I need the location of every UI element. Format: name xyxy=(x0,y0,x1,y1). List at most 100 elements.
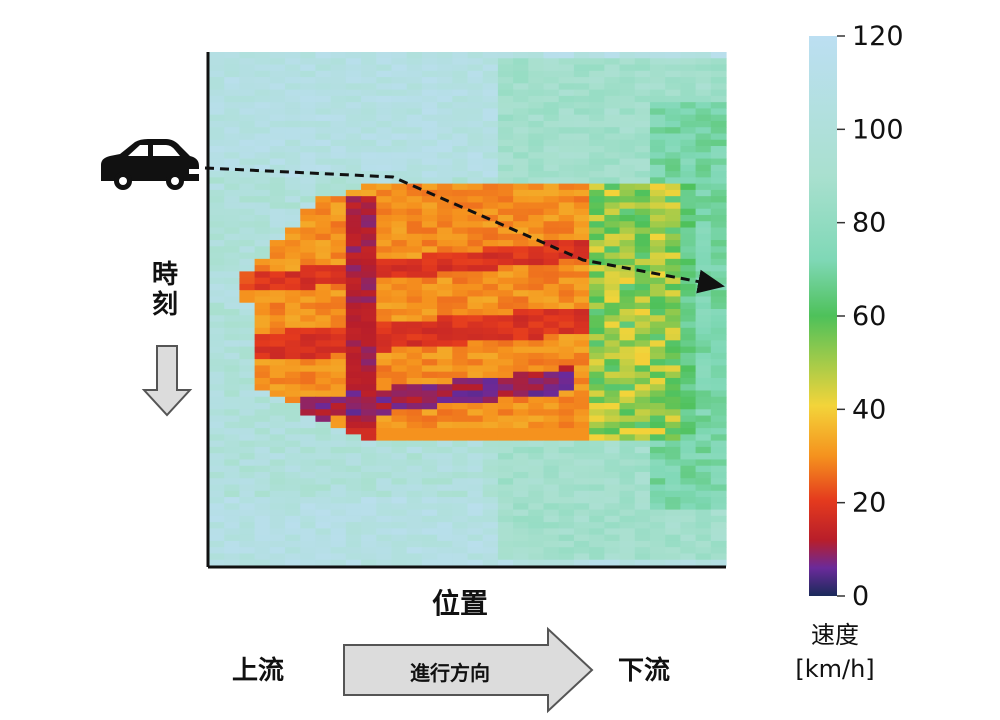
heatmap-cell xyxy=(254,377,271,385)
heatmap-cell xyxy=(452,290,469,298)
heatmap-cell xyxy=(573,183,590,191)
heatmap-cell xyxy=(710,139,727,147)
heatmap-cell xyxy=(649,515,666,523)
heatmap-cell xyxy=(573,497,590,504)
heatmap-cell xyxy=(497,283,514,291)
heatmap-cell xyxy=(589,196,605,204)
heatmap-cell xyxy=(285,258,301,266)
heatmap-cell xyxy=(406,471,423,479)
heatmap-cell xyxy=(604,459,621,467)
heatmap-cell xyxy=(421,490,438,498)
heatmap-cell xyxy=(604,202,621,210)
heatmap-cell xyxy=(513,371,529,379)
heatmap-cell xyxy=(406,146,423,153)
heatmap-cell xyxy=(680,133,697,141)
heatmap-cell xyxy=(497,371,514,379)
heatmap-cell xyxy=(649,252,666,260)
heatmap-cell xyxy=(406,522,423,529)
heatmap-cell xyxy=(604,227,621,235)
heatmap-cell xyxy=(513,240,529,247)
heatmap-cell xyxy=(209,390,225,398)
heatmap-cell xyxy=(528,321,545,329)
heatmap-cell xyxy=(589,327,605,335)
heatmap-cell xyxy=(254,83,271,91)
heatmap-cell xyxy=(482,227,499,235)
heatmap-cell xyxy=(665,471,681,479)
heatmap-cell xyxy=(558,415,575,423)
heatmap-cell xyxy=(528,296,545,304)
heatmap-cell xyxy=(406,227,423,235)
heatmap-cell xyxy=(452,340,469,348)
heatmap-cell xyxy=(224,246,241,254)
heatmap-cell xyxy=(634,509,651,517)
heatmap-cell xyxy=(254,196,271,204)
heatmap-cell xyxy=(680,77,697,84)
heatmap-cell xyxy=(619,534,636,542)
heatmap-cell xyxy=(467,108,484,116)
heatmap-cell xyxy=(437,522,453,529)
heatmap-cell xyxy=(467,497,484,504)
heatmap-cell xyxy=(269,321,286,329)
heatmap-cell xyxy=(406,158,423,166)
heatmap-cell xyxy=(254,365,271,373)
heatmap-cell xyxy=(513,214,529,222)
heatmap-cell xyxy=(528,540,545,548)
heatmap-cell xyxy=(421,497,438,504)
heatmap-cell xyxy=(421,277,438,285)
heatmap-cell xyxy=(361,252,377,260)
heatmap-cell xyxy=(710,484,727,492)
heatmap-cell xyxy=(467,484,484,492)
heatmap-cell xyxy=(345,396,362,404)
heatmap-cell xyxy=(467,58,484,66)
heatmap-cell xyxy=(710,252,727,260)
heatmap-cell xyxy=(695,434,712,442)
heatmap-cell xyxy=(497,352,514,360)
heatmap-cell xyxy=(680,120,697,128)
heatmap-cell xyxy=(695,465,712,473)
heatmap-cell xyxy=(573,334,590,341)
heatmap-cell xyxy=(710,133,727,141)
heatmap-cell xyxy=(391,446,408,454)
heatmap-cell xyxy=(649,359,666,367)
heatmap-cell xyxy=(710,64,727,72)
heatmap-cell xyxy=(573,83,590,91)
heatmap-cell xyxy=(376,396,393,404)
heatmap-cell xyxy=(467,114,484,122)
heatmap-cell xyxy=(619,465,636,473)
heatmap-cell xyxy=(710,440,727,448)
heatmap-cell xyxy=(558,265,575,272)
heatmap-cell xyxy=(528,146,545,153)
heatmap-cell xyxy=(573,484,590,492)
heatmap-cell xyxy=(330,102,347,110)
heatmap-cell xyxy=(589,114,605,122)
heatmap-cell xyxy=(528,108,545,116)
heatmap-cell xyxy=(695,77,712,84)
heatmap-cell xyxy=(665,114,681,122)
heatmap-cell xyxy=(695,177,712,185)
heatmap-cell xyxy=(558,315,575,323)
heatmap-cell xyxy=(649,490,666,498)
heatmap-cell xyxy=(209,522,225,529)
heatmap-cell xyxy=(406,403,423,410)
colorbar-tick-label: 120 xyxy=(852,21,904,52)
heatmap-cell xyxy=(604,114,621,122)
heatmap-cell xyxy=(543,522,560,529)
heatmap-cell xyxy=(558,553,575,561)
heatmap-cell xyxy=(421,296,438,304)
heatmap-cell xyxy=(452,183,469,191)
heatmap-cell xyxy=(513,89,529,97)
heatmap-cell xyxy=(239,258,256,266)
heatmap-cell xyxy=(695,403,712,410)
heatmap-cell xyxy=(543,70,560,78)
heatmap-cell xyxy=(482,296,499,304)
heatmap-cell xyxy=(361,522,377,529)
heatmap-cell xyxy=(254,277,271,285)
heatmap-cell xyxy=(680,171,697,178)
heatmap-cell xyxy=(254,258,271,266)
heatmap-cell xyxy=(634,290,651,298)
heatmap-cell xyxy=(710,83,727,91)
heatmap-cell xyxy=(209,403,225,410)
heatmap-cell xyxy=(497,396,514,404)
heatmap-cell xyxy=(619,559,636,567)
heatmap-cell xyxy=(665,365,681,373)
